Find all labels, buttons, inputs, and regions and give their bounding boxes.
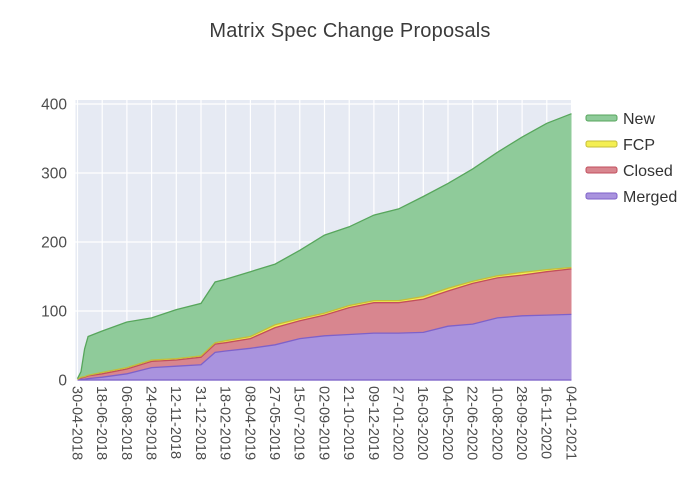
legend-label-fcp: FCP [623, 137, 655, 154]
x-tick-label: 16-11-2020 [538, 386, 554, 459]
legend-label-closed: Closed [623, 163, 673, 180]
line-new [76, 113, 572, 379]
x-tick-label: 02-09-2019 [315, 386, 331, 460]
x-tick-label: 06-08-2018 [118, 386, 134, 460]
line-merged [77, 313, 572, 381]
x-tick-label: 18-06-2018 [93, 386, 109, 460]
legend-swatch-new [585, 114, 618, 122]
x-tick-label: 18-02-2019 [217, 386, 233, 460]
y-tick-label: 200 [41, 235, 67, 252]
x-tick-label: 21-10-2019 [340, 386, 356, 460]
chart-title: Matrix Spec Change Proposals [209, 20, 491, 42]
y-tick-label: 100 [41, 304, 67, 321]
line-closed [77, 268, 572, 380]
x-tick-label: 04-05-2020 [439, 386, 455, 460]
x-tick-label: 08-04-2019 [241, 386, 257, 460]
y-tick-label: 300 [41, 166, 67, 183]
legend-swatch-fcp [585, 140, 618, 148]
x-tick-label: 09-12-2019 [365, 386, 381, 460]
line-fcp [77, 266, 572, 380]
area-new [77, 113, 572, 380]
x-tick-label: 04-01-2021 [562, 386, 578, 460]
x-tick-label: 16-03-2020 [414, 386, 430, 460]
y-tick-label: 400 [41, 97, 67, 114]
y-tick-label: 0 [58, 373, 67, 390]
legend-swatch-merged [585, 192, 618, 200]
x-tick-label: 30-04-2018 [68, 386, 84, 460]
x-tick-label: 12-11-2018 [167, 386, 183, 459]
x-tick-label: 15-07-2019 [291, 386, 307, 460]
x-tick-label: 28-09-2020 [513, 386, 529, 460]
x-tick-label: 24-09-2018 [143, 386, 159, 460]
x-tick-label: 10-08-2020 [488, 386, 504, 460]
legend-label-new: New [623, 111, 655, 128]
legend-swatch-closed [585, 166, 618, 174]
x-tick-label: 31-12-2018 [192, 386, 208, 460]
legend-label-merged: Merged [623, 189, 677, 206]
area-merged [77, 314, 572, 380]
x-tick-label: 22-06-2020 [464, 386, 480, 460]
x-tick-label: 27-01-2020 [390, 386, 406, 460]
area-closed [77, 268, 572, 380]
x-tick-label: 27-05-2019 [266, 386, 282, 460]
